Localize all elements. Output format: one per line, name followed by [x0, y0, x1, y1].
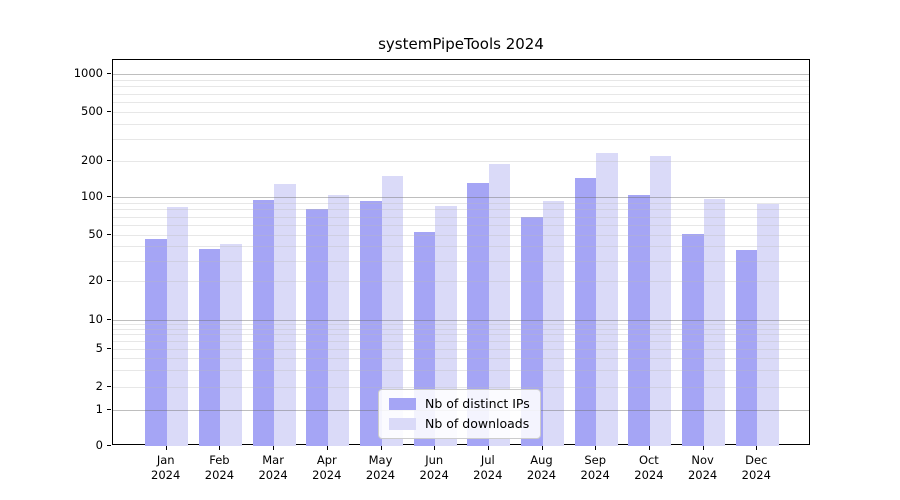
legend-label: Nb of downloads: [425, 416, 530, 431]
legend-item-downloads: Nb of downloads: [389, 417, 530, 431]
bar-downloads-jul: [488, 164, 511, 446]
x-tick-mark: [434, 446, 436, 450]
y-tick-label: 5: [95, 340, 103, 355]
bar-distinct-ips-oct: [628, 194, 650, 446]
x-tick-label-may: May 2024: [365, 453, 396, 482]
y-tick-mark: [107, 408, 111, 410]
bar-downloads-oct: [649, 156, 672, 446]
bar-downloads-jun: [435, 206, 457, 446]
bar-distinct-ips-dec: [735, 250, 758, 446]
gridline-minor: [113, 80, 809, 81]
gridline-major: [113, 74, 809, 76]
legend-item-distinct-ips: Nb of distinct IPs: [389, 397, 530, 411]
legend-swatch-distinct-ips: [389, 398, 416, 410]
x-tick-mark: [219, 446, 221, 450]
legend-label: Nb of distinct IPs: [425, 396, 530, 411]
bar-downloads-dec: [757, 204, 779, 446]
bar-downloads-apr: [327, 194, 350, 446]
x-tick-mark: [273, 446, 275, 450]
bar-distinct-ips-jan: [145, 238, 167, 446]
y-tick-label: 500: [81, 103, 103, 118]
gridline-minor: [113, 86, 809, 88]
y-tick-mark: [107, 73, 111, 75]
y-tick-label: 20: [88, 273, 103, 288]
y-tick-mark: [107, 445, 111, 446]
x-tick-mark: [380, 446, 382, 450]
y-tick-mark: [107, 347, 111, 349]
x-tick-mark: [756, 446, 758, 450]
x-tick-label-apr: Apr 2024: [312, 453, 342, 482]
bar-distinct-ips-jul: [467, 182, 489, 446]
y-tick-mark: [107, 110, 111, 112]
legend: Nb of distinct IPs Nb of downloads: [378, 389, 541, 439]
bar-distinct-ips-may: [360, 201, 382, 446]
bar-distinct-ips-sep: [574, 177, 597, 446]
y-tick-mark: [107, 318, 111, 320]
x-tick-label-oct: Oct 2024: [634, 453, 664, 482]
x-tick-label-jul: Jul 2024: [473, 453, 503, 482]
bar-downloads-jan: [166, 206, 189, 446]
plot-area: [112, 59, 810, 446]
y-tick-label: 200: [81, 153, 103, 168]
bar-downloads-may: [381, 175, 403, 446]
y-tick-label: 1: [95, 401, 103, 416]
y-tick-mark: [107, 280, 111, 282]
x-tick-label-nov: Nov 2024: [687, 453, 718, 482]
x-tick-mark: [165, 446, 167, 450]
bar-distinct-ips-nov: [682, 233, 704, 446]
bar-downloads-sep: [596, 152, 618, 446]
gridline-minor: [113, 161, 809, 163]
y-tick-mark: [107, 385, 111, 387]
bar-downloads-feb: [220, 243, 242, 446]
y-tick-mark: [107, 233, 111, 235]
x-tick-mark: [648, 446, 650, 450]
x-tick-mark: [326, 446, 328, 450]
x-tick-label-mar: Mar 2024: [258, 453, 288, 482]
x-tick-mark: [595, 446, 597, 450]
y-tick-label: 10: [88, 311, 103, 326]
y-tick-mark: [107, 160, 111, 162]
x-tick-label-feb: Feb 2024: [204, 453, 235, 482]
gridline-minor: [113, 101, 809, 103]
y-tick-mark: [107, 196, 111, 198]
x-tick-label-jan: Jan 2024: [151, 453, 181, 482]
x-tick-mark: [541, 446, 543, 450]
x-tick-label-sep: Sep 2024: [580, 453, 610, 482]
chart-title: systemPipeTools 2024: [378, 35, 544, 53]
bar-distinct-ips-aug: [521, 216, 543, 446]
gridline-minor: [113, 123, 809, 125]
x-tick-mark: [487, 446, 489, 450]
x-tick-label-jun: Jun 2024: [419, 453, 449, 482]
x-tick-mark: [702, 446, 704, 450]
bar-downloads-mar: [274, 184, 296, 446]
x-tick-label-dec: Dec 2024: [741, 453, 771, 482]
bar-distinct-ips-apr: [306, 209, 328, 446]
bar-downloads-aug: [542, 201, 564, 446]
gridline-minor: [113, 93, 809, 95]
y-tick-label: 2: [95, 378, 103, 393]
bar-distinct-ips-mar: [252, 200, 275, 446]
gridline-minor: [113, 139, 809, 141]
x-tick-label-aug: Aug 2024: [526, 453, 557, 482]
y-tick-label: 100: [81, 189, 103, 204]
y-tick-label: 0: [95, 438, 103, 452]
bar-downloads-nov: [703, 198, 726, 446]
gridline-minor: [113, 111, 809, 113]
legend-swatch-downloads: [389, 418, 416, 430]
y-tick-label: 1000: [73, 66, 103, 81]
y-tick-label: 50: [88, 226, 103, 241]
bar-distinct-ips-feb: [198, 248, 221, 446]
